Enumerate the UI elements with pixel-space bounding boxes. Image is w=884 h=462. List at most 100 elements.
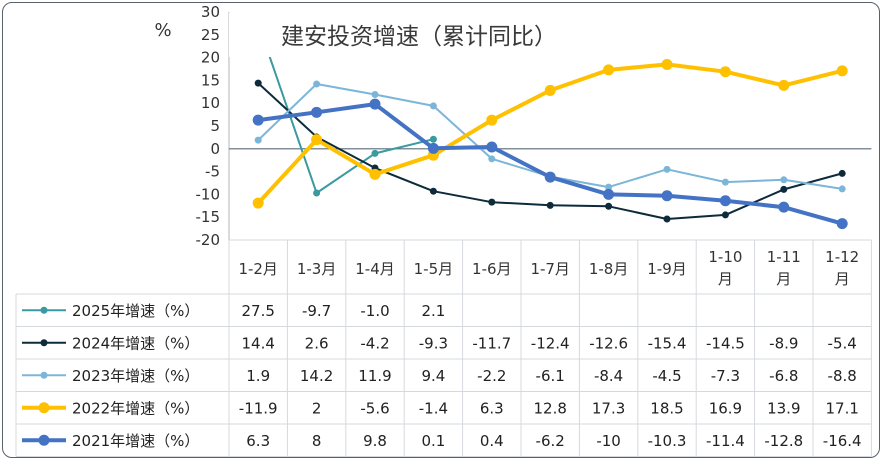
series-point bbox=[427, 142, 439, 154]
y-tick-label: 15 bbox=[201, 71, 220, 89]
data-table-cell: 14.2 bbox=[300, 367, 333, 385]
x-tick-label: 1-10 bbox=[708, 248, 742, 266]
series-point bbox=[311, 134, 323, 146]
series-point bbox=[486, 114, 498, 126]
y-tick-label: -10 bbox=[196, 185, 221, 203]
data-table-cell: 27.5 bbox=[241, 302, 274, 320]
series-point bbox=[603, 188, 615, 200]
series-point bbox=[313, 80, 321, 88]
data-table-cell: -8.4 bbox=[594, 367, 623, 385]
legend-series-name: 2024年增速（%） bbox=[72, 334, 199, 352]
series-point bbox=[780, 176, 788, 184]
series-line bbox=[257, 82, 844, 220]
data-table-cell: -8.8 bbox=[828, 367, 857, 385]
y-tick-label: 30 bbox=[201, 3, 220, 21]
series-point bbox=[371, 91, 379, 99]
data-table-cell: -4.2 bbox=[360, 334, 389, 352]
series-point bbox=[778, 201, 790, 213]
x-tick-label: 1-11 bbox=[767, 248, 801, 266]
series-point bbox=[605, 202, 613, 210]
legend-key-marker bbox=[40, 339, 48, 347]
data-table-cell: -9.3 bbox=[419, 334, 448, 352]
data-table-cell: -12.4 bbox=[531, 334, 570, 352]
data-table-cell: -2.2 bbox=[477, 367, 506, 385]
series-point bbox=[429, 102, 437, 110]
data-table-cell: 14.4 bbox=[241, 334, 274, 352]
data-table-cell: 9.4 bbox=[421, 367, 445, 385]
data-table-cell: -11.4 bbox=[706, 432, 745, 450]
series-point bbox=[836, 65, 848, 77]
y-tick-label: 0 bbox=[210, 140, 220, 158]
data-table-cell: 16.9 bbox=[709, 399, 742, 417]
series-point bbox=[369, 168, 381, 180]
series-point bbox=[719, 195, 731, 207]
series-point bbox=[313, 189, 321, 197]
data-table-cell: 2.6 bbox=[305, 334, 329, 352]
data-table-cell: 11.9 bbox=[358, 367, 391, 385]
series-point bbox=[719, 66, 731, 78]
x-tick-label: 1-12 bbox=[825, 248, 859, 266]
data-table-cell: -1.0 bbox=[360, 302, 389, 320]
series-point bbox=[605, 183, 613, 191]
y-tick-label: -15 bbox=[196, 208, 221, 226]
y-axis-unit-label: % bbox=[154, 20, 171, 41]
legend-series-name: 2025年增速（%） bbox=[72, 302, 199, 320]
data-table-cell: 17.3 bbox=[592, 399, 625, 417]
legend-series-name: 2022年增速（%） bbox=[72, 399, 199, 417]
y-tick-label: 5 bbox=[210, 117, 220, 135]
data-table-cell: -12.8 bbox=[764, 432, 803, 450]
series-point bbox=[252, 114, 264, 126]
y-tick-label: 10 bbox=[201, 94, 220, 112]
data-table-cell: -6.2 bbox=[536, 432, 565, 450]
y-tick-label: 20 bbox=[201, 49, 220, 67]
data-table-cell: 13.9 bbox=[767, 399, 800, 417]
data-table-cell: 1.9 bbox=[246, 367, 270, 385]
data-table-cell: -8.9 bbox=[769, 334, 798, 352]
x-tick-label: 1-6月 bbox=[472, 260, 512, 278]
x-tick-label: 月 bbox=[776, 270, 791, 288]
data-table-cell: 12.8 bbox=[533, 399, 566, 417]
data-table-cell: -11.7 bbox=[472, 334, 511, 352]
series-point bbox=[721, 178, 729, 186]
series-point bbox=[254, 79, 262, 87]
data-table-cell: -16.4 bbox=[823, 432, 862, 450]
series-point bbox=[663, 215, 671, 223]
series-point bbox=[488, 155, 496, 163]
data-table-cell: -12.6 bbox=[589, 334, 628, 352]
series-point bbox=[838, 185, 846, 193]
series-point bbox=[252, 197, 264, 209]
legend-series-name: 2021年增速（%） bbox=[72, 432, 199, 450]
series-point bbox=[254, 136, 262, 144]
data-table-cell: -11.9 bbox=[239, 399, 278, 417]
legend-series-name: 2023年增速（%） bbox=[72, 367, 199, 385]
chart-title: 建安投资增速（累计同比） bbox=[281, 24, 557, 50]
series-point bbox=[488, 198, 496, 206]
series-point bbox=[663, 165, 671, 173]
x-tick-label: 1-7月 bbox=[530, 260, 570, 278]
data-table-cell: 0.4 bbox=[480, 432, 504, 450]
x-tick-label: 月 bbox=[718, 270, 733, 288]
data-table-cell: -6.1 bbox=[536, 367, 565, 385]
data-table-cell: -6.8 bbox=[769, 367, 798, 385]
x-tick-label: 月 bbox=[835, 270, 850, 288]
series-point bbox=[721, 211, 729, 219]
legend-key-marker bbox=[38, 434, 50, 446]
x-tick-label: 1-9月 bbox=[647, 260, 687, 278]
data-table-cell: -10 bbox=[596, 432, 621, 450]
data-table-cell: -14.5 bbox=[706, 334, 745, 352]
series-point bbox=[486, 141, 498, 153]
data-table-cell: 9.8 bbox=[363, 432, 387, 450]
title-background bbox=[229, 13, 619, 57]
data-table-cell: 2.1 bbox=[421, 302, 445, 320]
data-table-cell: 0.1 bbox=[421, 432, 445, 450]
series-point bbox=[603, 64, 615, 76]
data-table-cell: -9.7 bbox=[302, 302, 331, 320]
x-tick-label: 1-5月 bbox=[414, 260, 454, 278]
series-point bbox=[544, 171, 556, 183]
data-table-cell: -5.6 bbox=[360, 399, 389, 417]
series-point bbox=[661, 58, 673, 70]
legend-key-marker bbox=[40, 371, 48, 379]
series-point bbox=[429, 135, 437, 143]
